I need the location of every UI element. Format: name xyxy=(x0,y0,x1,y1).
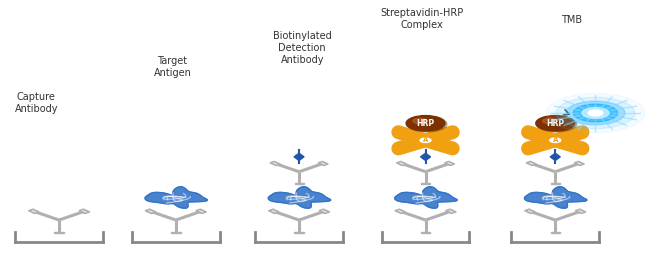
Bar xyxy=(294,183,304,184)
Text: Target
Antigen: Target Antigen xyxy=(153,56,192,78)
Bar xyxy=(551,232,560,233)
Polygon shape xyxy=(145,187,207,208)
Text: HRP: HRP xyxy=(546,119,564,128)
Polygon shape xyxy=(578,131,586,134)
Circle shape xyxy=(543,118,556,124)
Polygon shape xyxy=(395,147,403,150)
Text: Biotinylated
Detection
Antibody: Biotinylated Detection Antibody xyxy=(273,30,332,65)
Text: Streptavidin-HRP
Complex: Streptavidin-HRP Complex xyxy=(381,8,464,30)
Bar xyxy=(55,232,64,233)
Text: HRP: HRP xyxy=(417,119,435,128)
Polygon shape xyxy=(395,187,457,208)
Polygon shape xyxy=(574,161,584,166)
Bar xyxy=(421,232,430,233)
Circle shape xyxy=(406,116,445,131)
Polygon shape xyxy=(448,131,456,134)
Bar xyxy=(551,183,560,184)
Circle shape xyxy=(556,97,635,129)
Bar xyxy=(421,183,430,184)
Polygon shape xyxy=(395,209,406,213)
Bar xyxy=(171,232,181,233)
Polygon shape xyxy=(396,161,407,166)
Circle shape xyxy=(538,116,577,132)
Polygon shape xyxy=(526,161,536,166)
Polygon shape xyxy=(196,209,207,213)
Polygon shape xyxy=(551,153,560,160)
Polygon shape xyxy=(145,209,156,213)
Text: A: A xyxy=(423,137,428,143)
Polygon shape xyxy=(318,161,328,166)
Circle shape xyxy=(588,110,603,116)
Circle shape xyxy=(420,138,431,142)
Text: A: A xyxy=(552,137,558,143)
Polygon shape xyxy=(525,209,536,213)
Circle shape xyxy=(566,101,625,125)
Polygon shape xyxy=(445,209,456,213)
Polygon shape xyxy=(575,209,586,213)
Polygon shape xyxy=(448,147,456,150)
Circle shape xyxy=(582,108,609,118)
Circle shape xyxy=(413,118,426,124)
Circle shape xyxy=(408,116,447,132)
Polygon shape xyxy=(421,153,430,160)
Polygon shape xyxy=(79,209,90,213)
Circle shape xyxy=(550,138,561,142)
Circle shape xyxy=(573,104,617,122)
Polygon shape xyxy=(29,209,39,213)
Bar xyxy=(294,232,304,233)
Circle shape xyxy=(536,116,575,131)
Polygon shape xyxy=(445,161,455,166)
Polygon shape xyxy=(524,131,532,134)
Polygon shape xyxy=(395,131,403,134)
Polygon shape xyxy=(525,187,587,208)
Polygon shape xyxy=(270,161,280,166)
Polygon shape xyxy=(268,187,331,208)
Polygon shape xyxy=(319,209,330,213)
Circle shape xyxy=(546,93,645,133)
Polygon shape xyxy=(294,153,304,160)
Polygon shape xyxy=(268,209,279,213)
Polygon shape xyxy=(524,147,532,150)
Text: TMB: TMB xyxy=(561,15,582,25)
Polygon shape xyxy=(578,147,586,150)
Text: Capture
Antibody: Capture Antibody xyxy=(14,92,58,114)
